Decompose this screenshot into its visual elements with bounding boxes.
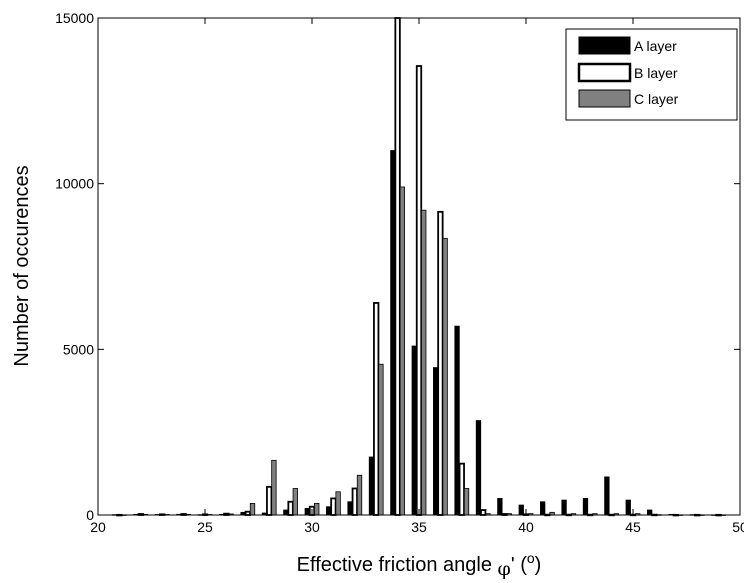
bar-b-layer-37 bbox=[458, 462, 465, 516]
bar-c-layer-29 bbox=[292, 488, 298, 516]
bar-a-layer-45 bbox=[625, 499, 631, 516]
bar-b-layer-38 bbox=[480, 509, 487, 516]
bar-c-layer-35 bbox=[421, 209, 427, 516]
x-axis-label-symbol: φ bbox=[498, 558, 511, 580]
bar-b-layer-29 bbox=[287, 500, 294, 516]
legend-label-b-layer: B layer bbox=[634, 65, 678, 81]
bar-b-layer-35 bbox=[415, 65, 423, 516]
bar-c-layer-27 bbox=[249, 502, 256, 516]
bar-a-layer-43 bbox=[582, 498, 589, 516]
bar-c-layer-32 bbox=[356, 474, 363, 516]
bar-a-layer-35 bbox=[411, 345, 417, 516]
bar-c-layer-37 bbox=[463, 488, 470, 516]
legend-label-a-layer: A layer bbox=[634, 38, 677, 54]
x-axis-label: Effective friction angle φ' (o) bbox=[297, 550, 542, 580]
x-tick-label-30: 30 bbox=[304, 519, 320, 535]
bar-a-layer-44 bbox=[604, 476, 610, 516]
ticks-group: 20 25 30 35 40 45 50 0 5000 10000 15000 bbox=[55, 10, 744, 535]
x-axis-label-unit-close: ) bbox=[535, 554, 542, 576]
bar-b-layer-32 bbox=[351, 487, 358, 516]
bar-a-layer-34 bbox=[390, 150, 396, 516]
bar-a-layer-41 bbox=[540, 501, 546, 516]
bar-c-layer-28 bbox=[271, 459, 277, 516]
bar-a-layer-37 bbox=[454, 325, 460, 516]
bar-c-layer-31 bbox=[335, 491, 341, 516]
bar-b-layer-36 bbox=[437, 210, 444, 516]
x-axis-label-text: Effective friction angle bbox=[297, 554, 492, 576]
legend-swatch-b-layer bbox=[577, 62, 632, 83]
x-tick-label-40: 40 bbox=[518, 519, 534, 535]
x-tick-label-45: 45 bbox=[625, 519, 641, 535]
x-tick-label-25: 25 bbox=[197, 519, 213, 535]
bar-c-layer-36 bbox=[442, 237, 448, 516]
bar-a-layer-39 bbox=[497, 498, 503, 516]
bar-b-layer-31 bbox=[330, 497, 337, 516]
bar-b-layer-28 bbox=[266, 485, 273, 516]
bar-a-layer-32 bbox=[347, 501, 353, 516]
legend: A layer B layer C layer bbox=[565, 28, 738, 121]
y-tick-label-5000: 5000 bbox=[63, 341, 94, 357]
bar-a-layer-40 bbox=[518, 504, 524, 516]
y-tick-label-10000: 10000 bbox=[55, 176, 94, 192]
y-tick-label-0: 0 bbox=[86, 507, 94, 523]
y-tick-label-15000: 15000 bbox=[55, 10, 94, 26]
x-tick-label-35: 35 bbox=[411, 519, 427, 535]
x-tick-label-50: 50 bbox=[732, 519, 744, 535]
bar-b-layer-33 bbox=[373, 302, 380, 516]
bar-c-layer-33 bbox=[378, 363, 384, 516]
legend-swatch-c-layer bbox=[578, 89, 631, 108]
bar-a-layer-30 bbox=[304, 507, 310, 516]
bar-a-layer-29 bbox=[283, 509, 289, 516]
bar-b-layer-34 bbox=[394, 17, 401, 516]
legend-swatch-a-layer bbox=[578, 36, 631, 55]
bar-a-layer-42 bbox=[561, 499, 567, 516]
x-tick-label-20: 20 bbox=[90, 519, 106, 535]
legend-label-c-layer: C layer bbox=[634, 91, 679, 107]
bar-c-layer-34 bbox=[399, 186, 405, 516]
bar-c-layer-30 bbox=[314, 502, 320, 516]
x-axis-label-unit-sup: o bbox=[527, 550, 535, 566]
bar-a-layer-46 bbox=[647, 509, 653, 516]
bar-a-layer-33 bbox=[368, 456, 375, 516]
y-axis-label: Number of occurences bbox=[11, 165, 33, 366]
bar-a-layer-38 bbox=[475, 420, 482, 516]
bar-a-layer-36 bbox=[433, 367, 439, 516]
bar-a-layer-31 bbox=[326, 506, 332, 516]
x-axis-label-unit-open: ' ( bbox=[511, 554, 527, 576]
